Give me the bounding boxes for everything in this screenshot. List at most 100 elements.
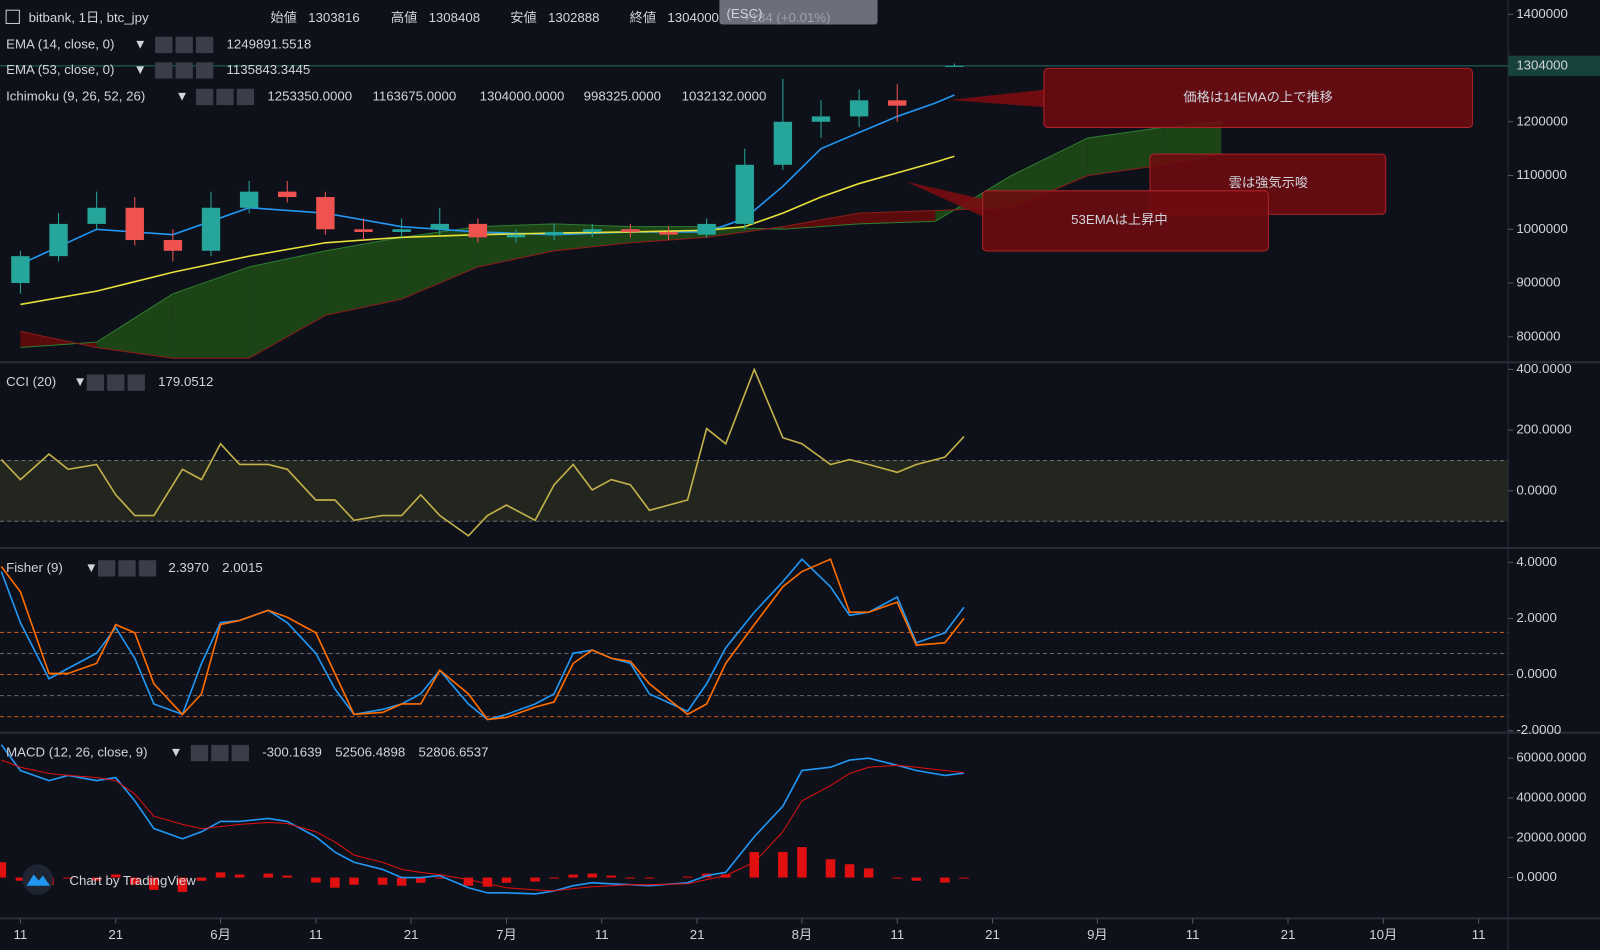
- legend-button[interactable]: [127, 374, 145, 391]
- legend-button[interactable]: [195, 62, 214, 79]
- histogram-bar: [463, 877, 474, 886]
- callout-pointer: [948, 89, 1044, 108]
- y-tick-label: 1200000: [1516, 113, 1568, 128]
- candle-body: [49, 223, 68, 257]
- y-tick-label: 0.0000: [1516, 666, 1557, 681]
- legend-value: 1304000.0000: [480, 88, 565, 103]
- histogram-bar: [196, 877, 207, 881]
- x-tick-label: 9月: [1087, 927, 1108, 942]
- cloud-fill: [782, 213, 860, 230]
- histogram-bar: [110, 874, 121, 878]
- legend-name: EMA (53, close, 0): [6, 62, 114, 77]
- x-tick-label: 7月: [496, 927, 517, 942]
- tooltip-text: (ESC): [727, 6, 763, 21]
- y-tick-label: -2.0000: [1516, 722, 1561, 737]
- candle-body: [11, 256, 30, 284]
- y-tick-label: 800000: [1516, 328, 1560, 343]
- candle-body: [945, 65, 964, 67]
- legend-value: 52806.6537: [418, 745, 488, 760]
- indicator-line: [1, 759, 965, 892]
- histogram-bar: [825, 859, 836, 878]
- legend-name: MACD (12, 26, close, 9): [6, 745, 147, 760]
- histogram-bar: [844, 864, 855, 878]
- histogram-bar: [501, 877, 512, 883]
- fisher-pane: [0, 557, 1509, 721]
- legend-button[interactable]: [231, 744, 249, 762]
- legend-button[interactable]: [97, 560, 116, 577]
- legend-name: Fisher (9): [6, 560, 63, 575]
- x-tick-label: 11: [1472, 927, 1486, 942]
- legend-button[interactable]: [86, 374, 105, 391]
- legend-arrow: ▼: [176, 88, 189, 103]
- legend-value: 1135843.3445: [227, 62, 311, 77]
- ohlc-name: 終値: [630, 10, 657, 25]
- legend-arrow: ▼: [134, 36, 147, 51]
- x-tick-label: 21: [1281, 927, 1296, 942]
- legend-button[interactable]: [138, 560, 157, 577]
- candle-body: [773, 121, 793, 165]
- histogram-bar: [311, 877, 321, 883]
- candle-body: [849, 100, 869, 117]
- cloud-fill: [325, 237, 402, 316]
- legend-button[interactable]: [216, 88, 234, 106]
- logo-mark: [26, 874, 50, 886]
- histogram-bar: [606, 875, 617, 878]
- histogram-bar: [15, 877, 26, 881]
- candle-body: [888, 100, 907, 106]
- band: [0, 460, 1509, 522]
- main-pane: [0, 63, 1509, 359]
- x-tick-label: 11: [595, 927, 609, 942]
- candle-body: [430, 223, 449, 230]
- indicator-line: [0, 557, 965, 721]
- x-tick-label: 11: [14, 927, 28, 942]
- legend-button[interactable]: [175, 36, 193, 54]
- y-tick-label: 1000000: [1516, 221, 1568, 236]
- x-tick-label: 11: [890, 927, 904, 942]
- header-icon: [5, 9, 20, 24]
- y-tick-label: 40000.0000: [1516, 789, 1586, 804]
- cloud-fill: [96, 293, 173, 359]
- legend-button[interactable]: [195, 88, 214, 106]
- candle-body: [354, 229, 373, 232]
- legend-button[interactable]: [175, 62, 193, 79]
- y-tick-label: 60000.0000: [1516, 750, 1586, 765]
- legend-button[interactable]: [236, 88, 255, 106]
- cloud-fill: [249, 250, 326, 359]
- cloud-fill: [859, 210, 936, 224]
- x-tick-label: 8月: [792, 927, 813, 942]
- legend-name: Ichimoku (9, 26, 52, 26): [6, 88, 145, 103]
- y-tick-label: 0.0000: [1516, 482, 1557, 497]
- histogram-bar: [215, 872, 226, 878]
- y-tick-label: 900000: [1516, 275, 1560, 290]
- legend-button[interactable]: [118, 560, 136, 577]
- x-tick-label: 21: [108, 927, 123, 942]
- legend-arrow: ▼: [73, 374, 86, 389]
- cloud-fill: [172, 266, 250, 359]
- y-tick-label: 1100000: [1516, 167, 1567, 182]
- ohlc-name: 安値: [510, 10, 537, 25]
- histogram-bar: [130, 877, 140, 885]
- legend-button[interactable]: [211, 744, 229, 762]
- legend-button[interactable]: [155, 62, 173, 79]
- candle-body: [201, 207, 221, 251]
- candle-body: [392, 229, 411, 232]
- legend-value: 1163675.0000: [372, 88, 456, 103]
- callout-box: [1043, 67, 1473, 129]
- indicator-line: [0, 367, 965, 537]
- legend-button[interactable]: [195, 36, 214, 54]
- cci-pane: [0, 367, 1509, 537]
- histogram-bar: [568, 874, 578, 878]
- candle-body: [468, 223, 488, 238]
- x-tick-label: 21: [404, 927, 419, 942]
- histogram-bar: [549, 877, 559, 879]
- histogram-bar: [959, 877, 969, 879]
- legend-button[interactable]: [107, 374, 125, 391]
- histogram-bar: [911, 877, 922, 881]
- y-tick-label: 1400000: [1516, 6, 1568, 21]
- last-price-label: 1304000: [1516, 57, 1568, 72]
- legend-value: 1249891.5518: [227, 36, 312, 51]
- legend-button[interactable]: [155, 36, 173, 54]
- callout-text: 価格は14EMAの上で推移: [1183, 89, 1332, 104]
- legend-button[interactable]: [190, 744, 209, 762]
- histogram-bar: [892, 877, 903, 879]
